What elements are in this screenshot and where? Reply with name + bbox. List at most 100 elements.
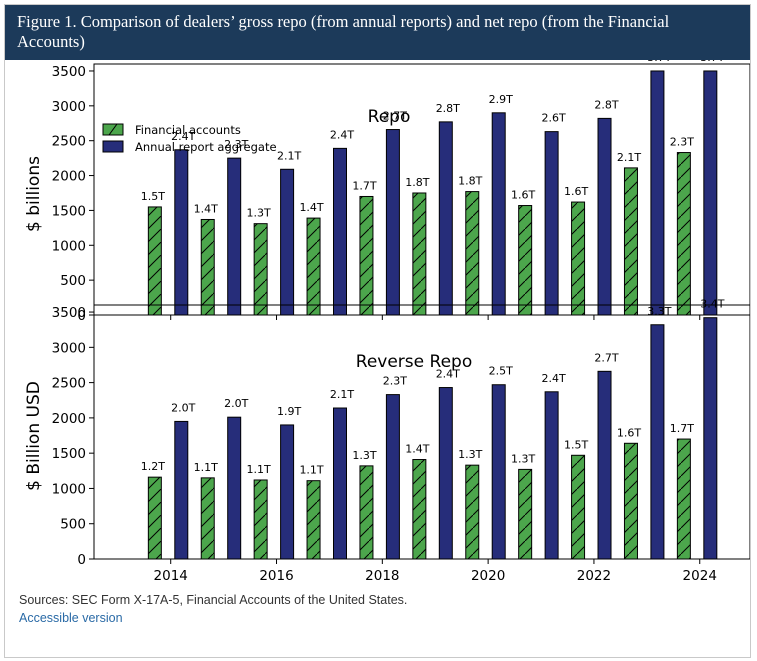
y-tick-label: 1500 (52, 446, 86, 462)
y-tick-label: 3000 (52, 340, 86, 356)
data-label: 2.9T (489, 93, 513, 106)
bar-financial-accounts (465, 464, 480, 560)
data-label: 2.4T (330, 128, 354, 141)
data-label: 1.4T (405, 443, 429, 456)
data-label: 2.4T (542, 372, 566, 385)
data-label: 1.3T (458, 448, 482, 461)
y-tick-label: 0 (77, 552, 86, 568)
data-label: 2.0T (171, 401, 195, 414)
bar-financial-accounts (253, 223, 268, 316)
charts-svg: 0 500 1000 1500 2000 2500 3000 3500 Repo $ billio… (24, 60, 750, 584)
bar-financial-accounts (200, 218, 215, 316)
repo-chart: 0 500 1000 1500 2000 2500 3000 3500 Repo $ billio… (24, 60, 750, 324)
bar-annual-report (438, 121, 453, 316)
reverse-repo-chart: 0 500 1000 1500 2000 2500 3000 3500 2014 2016 2018… (24, 298, 750, 584)
y-tick-label: 2500 (52, 376, 86, 392)
data-label: 3.7T (647, 60, 671, 64)
y-tick-label: 2000 (52, 169, 86, 185)
data-label: 1.1T (247, 463, 271, 476)
legend-hatch (108, 123, 118, 136)
data-label: 1.7T (352, 179, 376, 192)
y-tick-label: 2500 (52, 134, 86, 150)
bar-financial-accounts (623, 442, 638, 560)
y-axis-label: $ billions (24, 156, 44, 232)
data-label: 2.3T (383, 375, 407, 388)
data-label: 3.7T (700, 60, 724, 64)
bar-financial-accounts (465, 191, 480, 316)
sources-note: Sources: SEC Form X-17A-5, Financial Acc… (19, 593, 408, 607)
data-label: 2.0T (224, 397, 248, 410)
bar-financial-accounts (571, 454, 586, 560)
bar-financial-accounts (200, 477, 215, 560)
bar-annual-report (174, 420, 189, 560)
y-tick-label: 1500 (52, 203, 86, 219)
legend-label-annual: Annual report aggregate (135, 140, 277, 154)
data-label: 2.8T (594, 98, 618, 111)
data-label: 1.4T (299, 201, 323, 214)
chart-title: Repo (368, 107, 411, 127)
bar-financial-accounts (623, 167, 638, 316)
bar-financial-accounts (306, 217, 321, 316)
data-label: 2.1T (277, 149, 301, 162)
bar-annual-report (333, 407, 347, 560)
bar-financial-accounts (412, 459, 427, 560)
bar-annual-report (280, 168, 295, 316)
bar-annual-report (650, 324, 665, 560)
data-label: 2.6T (542, 112, 566, 125)
y-tick-label: 2000 (52, 411, 86, 427)
legend-swatch-annual (102, 140, 124, 153)
y-tick-label: 3500 (52, 64, 86, 80)
bar-annual-report (597, 370, 612, 560)
y-tick-label: 1000 (52, 481, 86, 497)
data-label: 3.3T (647, 305, 671, 318)
x-tick-label: 2016 (259, 568, 293, 584)
bar-financial-accounts (676, 152, 691, 316)
bar-annual-report (438, 387, 453, 560)
legend-label-financial: Financial accounts (135, 123, 241, 137)
bar-annual-report (227, 416, 242, 560)
bar-annual-report (227, 157, 242, 316)
legend: Financial accounts Annual report aggregat… (102, 123, 277, 154)
bar-annual-report (650, 70, 665, 316)
data-label: 2.1T (330, 388, 354, 401)
bar-annual-report (597, 117, 612, 316)
y-axis-label: $ Billion USD (24, 381, 44, 491)
x-tick-label: 2020 (471, 568, 505, 584)
x-tick-label: 2018 (365, 568, 399, 584)
accessible-version-link[interactable]: Accessible version (19, 611, 123, 625)
y-tick-label: 500 (60, 273, 86, 289)
data-label: 1.5T (564, 438, 588, 451)
bar-annual-report (333, 147, 347, 316)
data-label: 1.4T (194, 202, 218, 215)
data-label: 2.7T (383, 110, 407, 123)
data-label: 1.9T (277, 405, 301, 418)
y-tick-label: 3500 (52, 305, 86, 321)
data-label: 2.5T (489, 365, 513, 378)
y-tick-label: 3000 (52, 99, 86, 115)
bar-financial-accounts (518, 468, 533, 560)
bar-financial-accounts (518, 205, 533, 316)
x-tick-label: 2022 (577, 568, 611, 584)
bar-financial-accounts (359, 195, 374, 316)
y-tick-label: 1000 (52, 238, 86, 254)
x-tick-label: 2024 (683, 568, 717, 584)
data-label: 1.3T (511, 452, 535, 465)
bar-financial-accounts (147, 476, 162, 560)
bar-annual-report (703, 317, 718, 560)
y-tick-label: 0 (77, 308, 86, 324)
data-label: 1.8T (405, 176, 429, 189)
data-label: 1.6T (511, 189, 535, 202)
data-label: 2.8T (436, 102, 460, 115)
data-label: 2.3T (224, 138, 248, 151)
x-tick-label: 2014 (154, 568, 188, 584)
data-label: 1.1T (299, 464, 323, 477)
bar-annual-report (385, 129, 400, 316)
data-label: 1.6T (617, 426, 641, 439)
data-label: 2.1T (617, 151, 641, 164)
bar-annual-report (491, 384, 506, 560)
data-label: 1.7T (670, 422, 694, 435)
data-label: 2.7T (594, 351, 618, 364)
bar-annual-report (703, 70, 718, 316)
data-label: 2.3T (670, 136, 694, 149)
data-label: 1.1T (194, 461, 218, 474)
